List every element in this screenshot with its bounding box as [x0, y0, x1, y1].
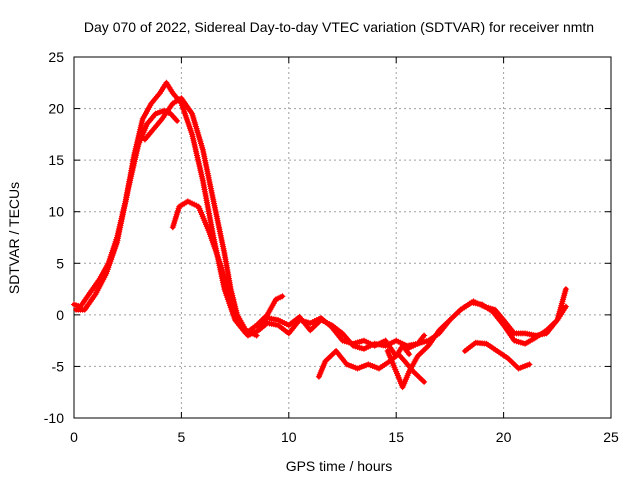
series-track-f: [315, 348, 428, 385]
y-tick-label: -5: [52, 358, 65, 374]
y-tick-label: 15: [48, 152, 64, 168]
x-axis-label: GPS time / hours: [286, 458, 393, 474]
data-point-marker: [406, 351, 413, 358]
plot-border: [73, 56, 612, 419]
x-tick-label: 0: [70, 429, 78, 445]
x-tick-label: 5: [178, 429, 186, 445]
data-point-marker: [421, 332, 428, 339]
data-point-marker: [279, 293, 286, 300]
y-axis-label: SDTVAR / TECUs: [6, 182, 22, 294]
data-point-marker: [562, 303, 569, 310]
y-tick-label: 25: [48, 49, 64, 65]
series-track-i: [461, 339, 533, 372]
chart-title: Day 070 of 2022, Sidereal Day-to-day VTE…: [84, 19, 594, 35]
data-series: [71, 79, 569, 391]
x-tick-label: 25: [603, 429, 619, 445]
x-tick-label: 20: [496, 429, 512, 445]
y-tick-label: 10: [48, 204, 64, 220]
x-tick-label: 10: [281, 429, 297, 445]
y-tick-label: 20: [48, 101, 64, 117]
x-axis-ticks: 0 5 10 15 20 25: [70, 57, 619, 445]
y-tick-label: -10: [44, 410, 64, 426]
series-track-b: [73, 107, 181, 313]
data-point-marker: [421, 378, 428, 385]
x-tick-label: 15: [388, 429, 404, 445]
data-point-marker: [174, 117, 181, 124]
y-tick-label: 5: [56, 255, 64, 271]
data-point-marker: [562, 286, 569, 293]
plot-frame: [73, 56, 612, 419]
series-track-d: [169, 198, 413, 360]
y-tick-label: 0: [56, 307, 64, 323]
y-axis-ticks: 25 20 15 10 5 0 -5 -10: [44, 49, 611, 426]
series-track-h: [406, 286, 569, 351]
series-track: [462, 340, 532, 371]
data-point-marker: [526, 361, 533, 368]
